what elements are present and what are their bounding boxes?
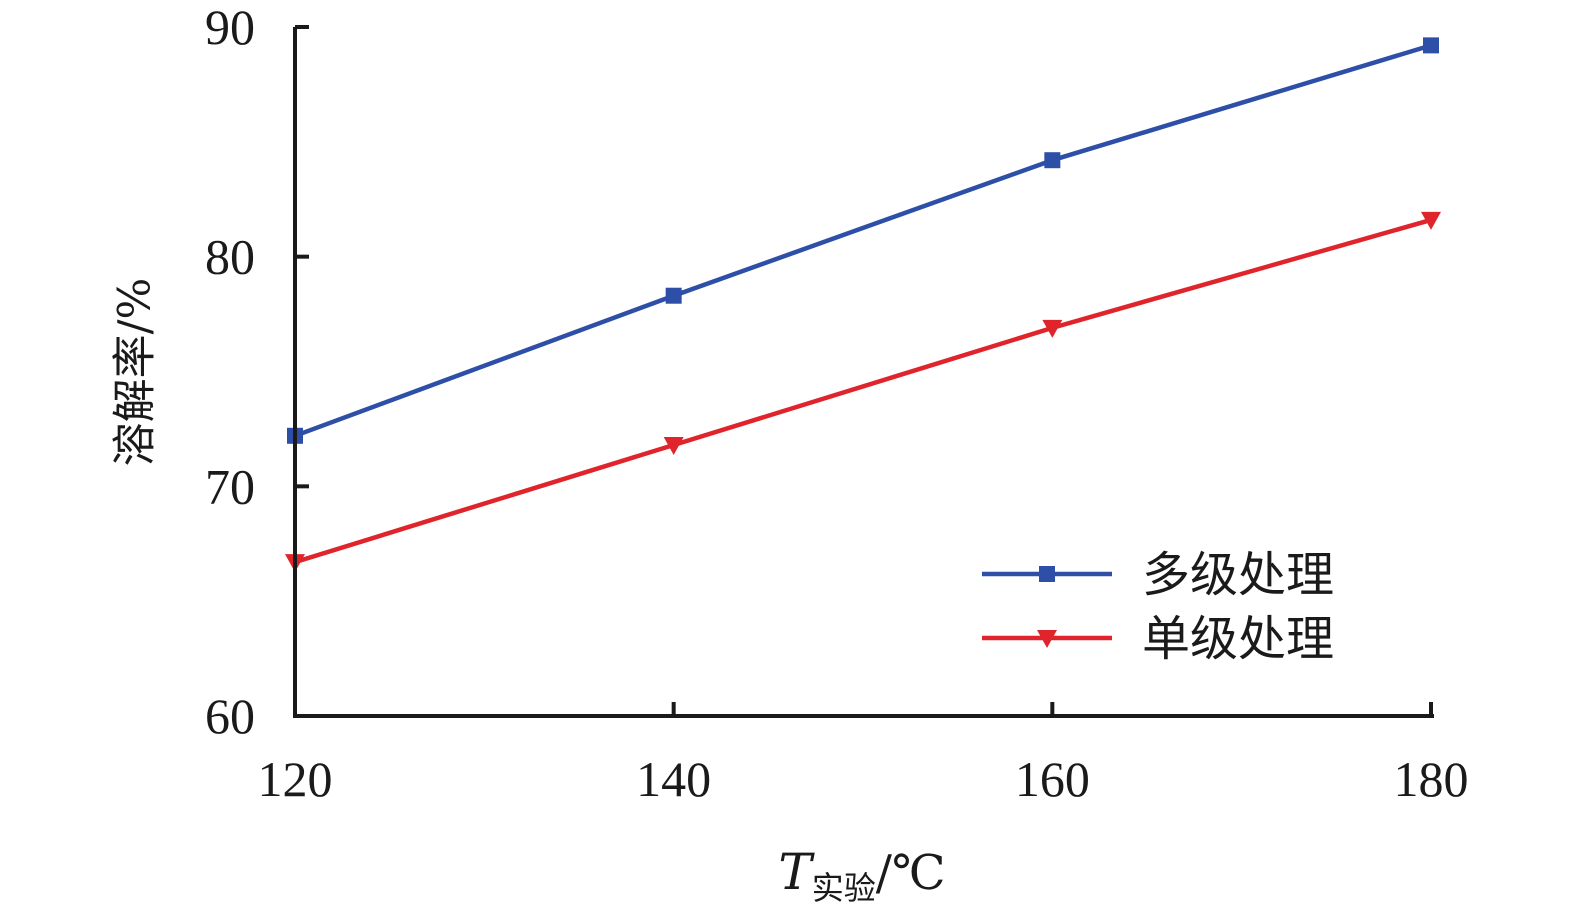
x-axis-title: T实验/℃ <box>778 843 945 907</box>
y-tick-label: 80 <box>205 229 255 285</box>
x-axis-title-sub: 实验 <box>812 869 876 907</box>
x-tick-label: 140 <box>636 751 711 807</box>
legend-item: 单级处理 <box>982 611 1334 667</box>
legend-label: 单级处理 <box>1142 611 1334 667</box>
data-point <box>1423 37 1439 54</box>
x-tick-label: 120 <box>258 751 333 807</box>
data-point <box>665 287 682 304</box>
data-point <box>1421 211 1441 230</box>
axes-layer <box>293 27 1434 718</box>
series-line <box>294 43 1432 438</box>
x-axis-title-unit: /℃ <box>876 845 946 901</box>
x-tick-label: 160 <box>1015 751 1090 807</box>
data-point <box>1044 152 1061 169</box>
legend-swatch-marker <box>1039 566 1055 582</box>
legend-label: 多级处理 <box>1142 547 1334 603</box>
y-tick-label: 90 <box>205 0 255 55</box>
series-2 <box>285 211 1441 573</box>
data-point <box>663 436 684 455</box>
y-tick-label: 70 <box>205 458 255 514</box>
ticks-layer <box>293 25 1433 718</box>
y-axis-title: 溶解率/% <box>110 278 161 467</box>
x-axis-title-main: T <box>778 843 815 901</box>
series-line <box>294 217 1432 565</box>
legend-swatch-marker <box>1037 630 1057 648</box>
y-tick-label: 60 <box>205 688 255 744</box>
series-layer <box>285 37 1441 573</box>
data-point <box>1042 319 1063 338</box>
legend-item: 多级处理 <box>982 547 1334 603</box>
x-tick-label: 180 <box>1394 751 1469 807</box>
series-1 <box>287 37 1439 444</box>
labels-layer: 60 70 80 90 120 140 160 180 <box>205 0 1469 807</box>
